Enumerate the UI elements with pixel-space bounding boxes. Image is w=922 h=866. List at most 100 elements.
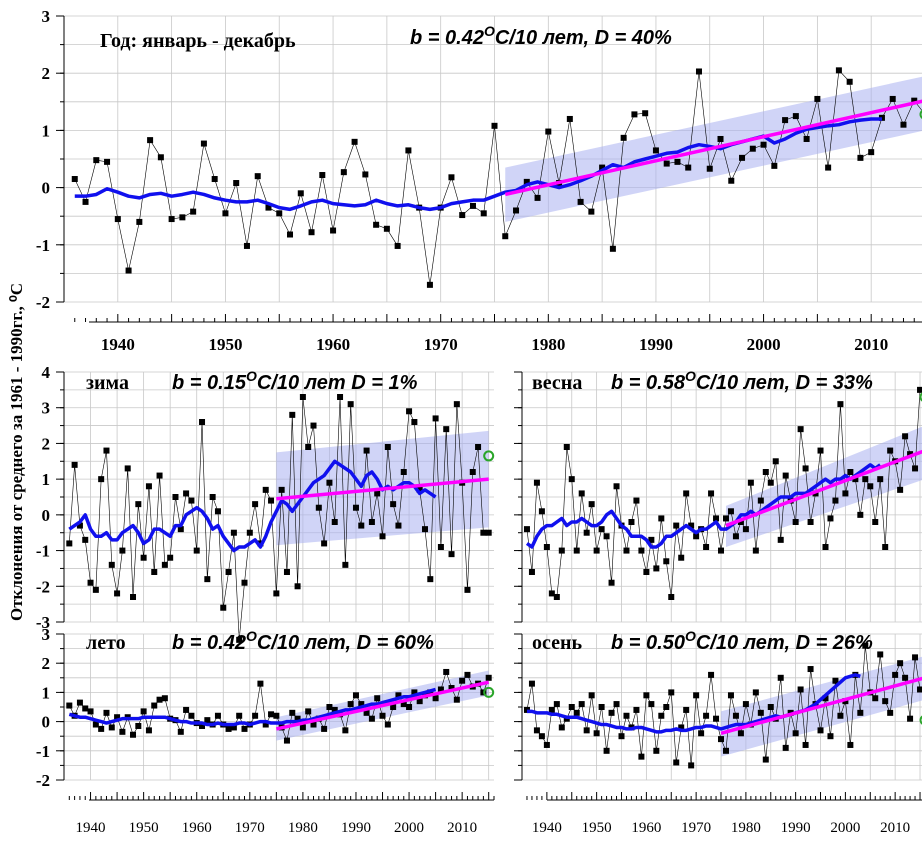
panel-title: зима [86,372,129,394]
observed-point [674,159,680,165]
observed-point [305,444,311,450]
observed-point [151,569,157,575]
observed-point [226,569,232,575]
observed-point [353,505,359,511]
observed-point [783,473,789,479]
observed-point [818,448,824,454]
observed-point [66,703,72,709]
observed-point [609,580,615,586]
observed-point [897,660,903,666]
observed-point [688,762,694,768]
observed-point [443,669,449,675]
observed-point [119,729,125,735]
observed-point [539,733,545,739]
observed-point [279,487,285,493]
y-tick-label: 2 [42,434,51,453]
trend-label: b = 0.58OC/10 лет, D = 33% [611,368,873,394]
observed-point [529,681,535,687]
observed-point [104,159,110,165]
observed-point [837,713,843,719]
observed-point [703,544,709,550]
observed-point [390,501,396,507]
observed-point [103,710,109,716]
observed-point [750,146,756,152]
observed-point [226,726,232,732]
x-tick-label: 2000 [830,820,860,836]
observed-point [83,199,89,205]
observed-point [783,745,789,751]
observed-point [658,515,664,521]
observed-point [902,433,908,439]
observed-point [763,757,769,763]
x-tick-label: 1950 [582,820,612,836]
observed-point [808,666,814,672]
observed-point [353,692,359,698]
observed-point [862,476,868,482]
observed-point [544,742,550,748]
observed-point [758,710,764,716]
observed-point [574,548,580,554]
observed-point [912,465,918,471]
observed-point [341,169,347,175]
observed-point [814,96,820,102]
observed-point [470,469,476,475]
observed-point [183,707,189,713]
observed-point [578,199,584,205]
observed-point [579,490,585,496]
observed-point [728,508,734,514]
observed-point [300,394,306,400]
trend-label: b = 0.50OC/10 лет, D = 26% [611,628,873,654]
observed-point [215,713,221,719]
observed-point [589,692,595,698]
observed-point [141,708,147,714]
observed-point [268,498,274,504]
observed-point [373,222,379,228]
observed-point [212,176,218,182]
observed-point [763,469,769,475]
observed-point [643,692,649,698]
observed-point [574,710,580,716]
observed-point [309,229,315,235]
observed-point [244,243,250,249]
observed-point [167,555,173,561]
observed-point [305,708,311,714]
observed-point [103,448,109,454]
y-tick-label: 2 [42,64,51,83]
observed-point [88,708,94,714]
observed-point [761,142,767,148]
observed-point [768,480,774,486]
observed-point [599,704,605,710]
observed-point [882,544,888,550]
observed-point [114,590,120,596]
panel-title: весна [532,372,582,394]
observed-point [782,117,788,123]
observed-point [529,569,535,575]
observed-point [623,548,629,554]
observed-point [832,498,838,504]
x-tick-label: 1950 [129,820,159,836]
observed-point [589,501,595,507]
observed-point [664,161,670,167]
observed-point [115,216,121,222]
observed-point [877,476,883,482]
x-tick-label: 2000 [394,820,424,836]
observed-point [872,695,878,701]
observed-point [882,698,888,704]
observed-point [753,548,759,554]
observed-point [268,711,274,717]
observed-point [342,562,348,568]
observed-point [793,113,799,119]
observed-point [703,713,709,719]
observed-point [610,246,616,252]
observed-point [406,408,412,414]
observed-point [663,704,669,710]
observed-point [827,733,833,739]
observed-point [678,555,684,561]
x-tick-label: 1940 [76,820,106,836]
observed-point [803,742,809,748]
observed-point [753,689,759,695]
observed-point [348,401,354,407]
observed-point [604,533,610,539]
panel-title: Год: январь - декабрь [100,30,296,52]
